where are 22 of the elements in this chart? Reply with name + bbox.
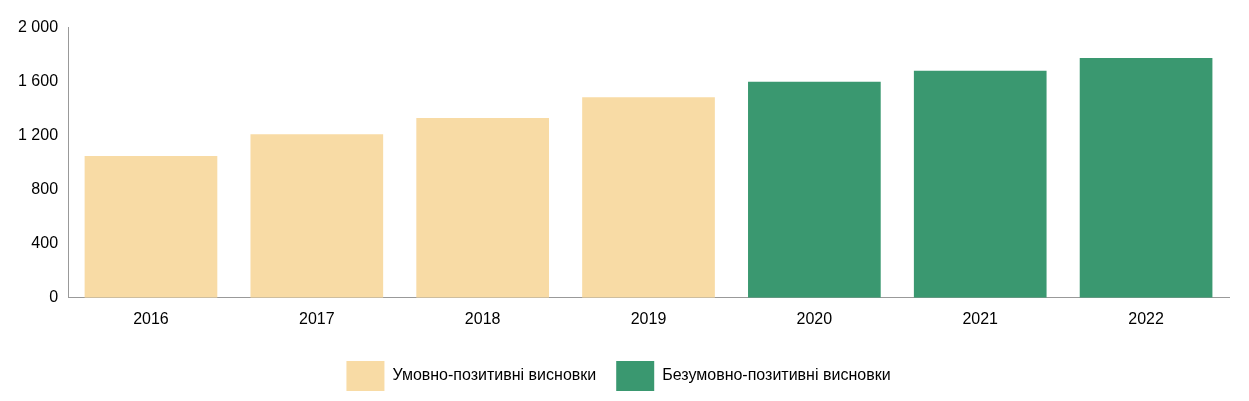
x-tick-label: 2021	[962, 309, 999, 327]
y-tick-label: 0	[49, 288, 59, 306]
bar	[913, 70, 1047, 298]
x-tick-label: 2020	[796, 309, 833, 327]
y-tick-label: 2 000	[17, 18, 59, 36]
legend-label: Безумовно-позитивні висновки	[662, 366, 891, 384]
bar	[582, 97, 715, 298]
x-tick-label: 2018	[464, 309, 501, 327]
bar	[250, 134, 384, 298]
bar	[748, 81, 881, 298]
bar	[416, 118, 550, 298]
x-tick-label: 2019	[630, 309, 667, 327]
x-tick-label: 2017	[299, 309, 335, 327]
y-tick-label: 400	[31, 234, 59, 252]
x-tick-label: 2022	[1128, 309, 1164, 327]
y-tick-label: 800	[31, 180, 59, 198]
y-tick-label: 1 200	[17, 126, 59, 144]
bar	[84, 155, 218, 298]
x-tick-label: 2016	[133, 309, 169, 327]
y-tick-label: 1 600	[17, 72, 59, 90]
bar	[1079, 58, 1213, 298]
legend-label: Умовно-позитивні висновки	[392, 366, 597, 384]
